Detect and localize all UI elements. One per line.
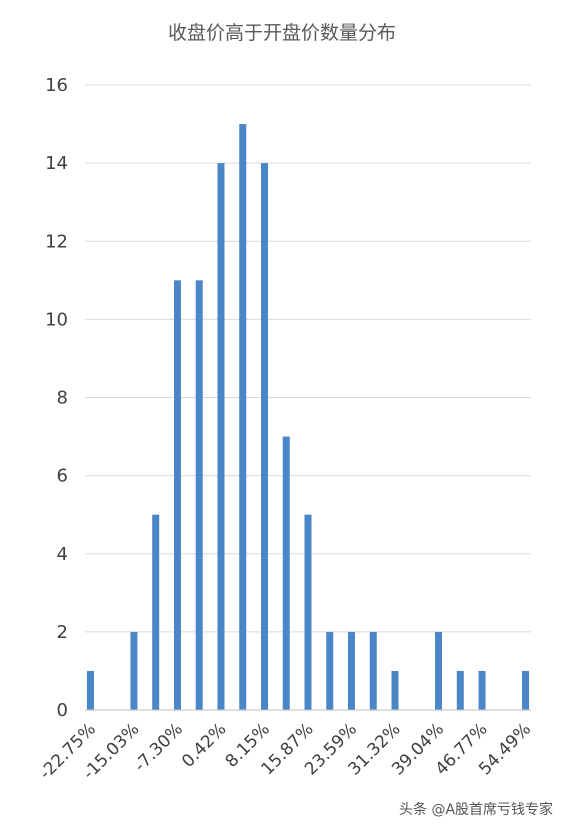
bar: [217, 163, 225, 710]
bar: [130, 631, 138, 710]
bar: [522, 670, 530, 710]
bar: [456, 670, 464, 710]
y-tick-label: 14: [45, 153, 68, 174]
y-tick-label: 10: [45, 309, 68, 330]
bar: [478, 670, 486, 710]
bar: [260, 163, 268, 710]
bar: [282, 436, 290, 710]
bars: [86, 124, 530, 710]
y-tick-label: 16: [45, 75, 68, 96]
x-axis-ticks: -22.75%-15.03%-7.30%0.42%8.15%15.87%23.5…: [36, 719, 535, 783]
bar: [369, 631, 377, 710]
bar: [239, 124, 247, 710]
bar: [326, 631, 334, 710]
bar: [86, 670, 94, 710]
y-tick-label: 0: [57, 700, 68, 721]
bar: [173, 280, 181, 710]
gridlines: [85, 84, 531, 633]
bar: [435, 631, 443, 710]
chart-title: 收盘价高于开盘价数量分布: [168, 22, 396, 44]
y-tick-label: 12: [45, 231, 68, 252]
y-axis-ticks: 0 2 4 6 8 10 12 14 16: [45, 75, 68, 721]
watermark-text: 头条 @A股首席亏钱专家: [399, 801, 553, 818]
bar: [195, 280, 203, 710]
x-tick-label: -7.30%: [130, 719, 187, 776]
y-tick-label: 4: [57, 544, 68, 565]
y-tick-label: 2: [57, 622, 68, 643]
bar: [152, 514, 160, 710]
y-tick-label: 8: [57, 388, 68, 409]
bar: [391, 670, 399, 710]
bar: [304, 514, 312, 710]
bar: [348, 631, 356, 710]
y-tick-label: 6: [57, 466, 68, 487]
x-tick-label: 0.42%: [178, 719, 230, 771]
